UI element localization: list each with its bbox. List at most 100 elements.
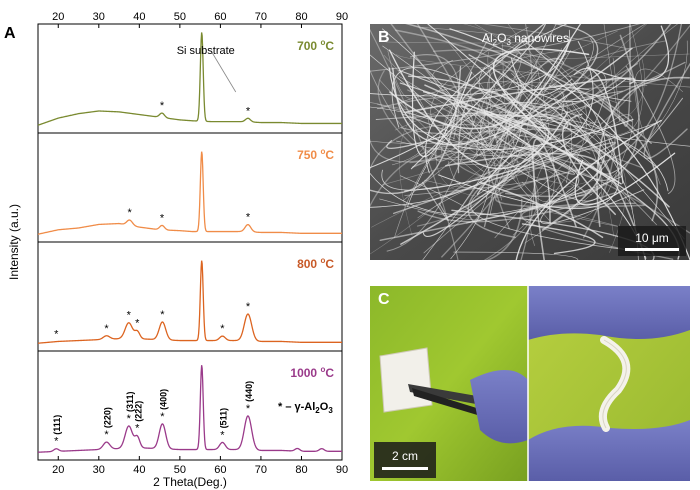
nanowire-strand — [377, 70, 413, 146]
x-tick-label-bottom: 20 — [52, 464, 64, 476]
nanowire-strand — [501, 24, 672, 109]
reflection-label: (511) — [218, 408, 228, 429]
nanowire-strand — [478, 67, 690, 147]
photo-scale-bar — [382, 467, 428, 470]
si-pointer — [211, 51, 237, 93]
peak-star: * — [135, 318, 140, 330]
series-label-3: 800 oC — [297, 256, 334, 271]
peak-star: * — [127, 207, 132, 219]
panel-c-label: C — [378, 291, 390, 308]
peak-star: * — [104, 429, 109, 441]
nanowire-strand — [597, 97, 683, 175]
nanowire-strand — [476, 24, 557, 156]
nanowire-strand — [595, 95, 652, 145]
nanowire-strand — [486, 198, 523, 260]
nanowire-strand — [494, 165, 645, 208]
nanowire-strand — [370, 95, 607, 144]
series-label-1: 700 oC — [297, 38, 334, 53]
x-tick-label-top: 90 — [336, 11, 348, 23]
x-tick-label-top: 40 — [133, 11, 145, 23]
nanowire-strand — [370, 24, 648, 255]
peak-star: * — [246, 301, 251, 313]
gamma-legend: * – γ-Al2O3 — [278, 401, 333, 415]
nanowire-strand — [447, 48, 563, 189]
sem-image — [370, 24, 690, 260]
sem-title-nanowires: nanowires — [511, 31, 569, 45]
nanowire-strand — [529, 24, 679, 246]
nanowire-strand — [395, 29, 523, 168]
peak-star: * — [135, 423, 140, 435]
nanowire-strand — [397, 81, 573, 184]
nanowire-strand — [476, 147, 551, 224]
x-tick-label-top: 30 — [93, 11, 105, 23]
nanowire-strand — [370, 50, 572, 161]
nanowire-strand — [470, 177, 625, 250]
nanowire-strand — [379, 79, 530, 190]
nanowire-strand — [438, 24, 690, 179]
nanowire-strand — [574, 152, 676, 206]
y-axis-label: Intensity (a.u.) — [7, 204, 21, 280]
nanowire-strand — [386, 134, 447, 149]
nanowire-strand — [487, 57, 565, 151]
nanowire-strand — [521, 202, 674, 260]
peak-star: * — [160, 309, 165, 321]
nanowire-strand — [462, 24, 615, 237]
nanowire-strand — [401, 113, 576, 175]
tweezers-arm — [412, 388, 496, 420]
series-label-num: 700 — [297, 39, 320, 53]
nanowire-strand — [391, 67, 505, 128]
nanowire-strand — [416, 24, 533, 227]
x-tick-label-bottom: 40 — [133, 464, 145, 476]
reflection-label: (311) — [125, 391, 135, 412]
nanowire-strand — [643, 62, 690, 160]
reflection-label: (111) — [52, 415, 62, 435]
nanowire-strand — [521, 223, 596, 255]
nanowire-strand — [392, 47, 633, 146]
x-tick-label-bottom: 70 — [255, 464, 267, 476]
nanowire-strand — [396, 71, 546, 157]
nanowire-strand — [376, 103, 539, 260]
sem-title-o: O — [497, 31, 506, 45]
x-tick-label-bottom: 80 — [295, 464, 307, 476]
sem-title-al: Al — [482, 31, 493, 45]
series-label-2: 750 oC — [297, 147, 334, 162]
x-tick-label-bottom: 50 — [174, 464, 186, 476]
nanowire-strand — [396, 54, 690, 88]
peak-star: * — [127, 413, 132, 425]
nanowire-strand — [457, 89, 546, 174]
series-label-unit: C — [325, 39, 334, 53]
x-tick-label-top: 50 — [174, 11, 186, 23]
series-line-4 — [37, 365, 342, 453]
nanowire-strand — [404, 163, 560, 196]
nanowire-strand — [381, 88, 546, 186]
gamma-legend-part: O — [320, 401, 329, 413]
nanowire-strand — [370, 143, 690, 234]
panel-b-label: B — [378, 29, 390, 46]
nanowire-strand — [449, 28, 690, 260]
nanowire-strand — [407, 102, 660, 207]
nanowire-strand — [603, 24, 621, 122]
nanowire-strand — [569, 69, 607, 144]
series-label-unit: C — [325, 257, 334, 271]
nanowire-strand — [425, 24, 568, 174]
x-tick-label-top: 80 — [295, 11, 307, 23]
x-axis-label: 2 Theta(Deg.) — [153, 475, 227, 489]
nanowire-strand — [382, 28, 488, 146]
nanowire-strand — [370, 106, 490, 260]
series-label-deg: o — [320, 38, 325, 47]
nanowire-strand — [486, 70, 502, 201]
nanowire-strand — [370, 172, 623, 216]
si-annotation: Si substrate — [177, 45, 235, 57]
nanowire-strand — [521, 61, 555, 202]
reflection-label: (222) — [133, 401, 143, 422]
nanowire-strand — [634, 68, 683, 185]
nanowire-paper — [379, 347, 433, 413]
nanowire-strand — [516, 82, 620, 147]
series-label-unit: C — [325, 148, 334, 162]
nanowire-strand — [540, 186, 645, 225]
nanowire-strand — [515, 119, 662, 260]
peak-star: * — [220, 429, 225, 441]
nanowire-strand — [411, 51, 473, 158]
nanowire-strand — [410, 24, 546, 170]
nanowire-strand — [407, 75, 670, 208]
